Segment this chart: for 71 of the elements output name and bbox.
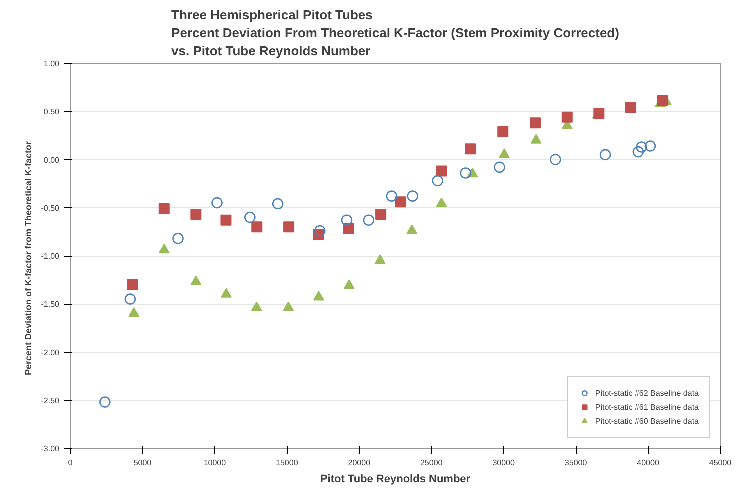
point [172,233,184,244]
point [190,276,202,286]
x-tick-label: 35000 [564,458,588,468]
y-tick-label: -0.50 [41,204,60,213]
y-tick-label: -1.00 [41,252,60,261]
point [530,118,542,129]
point [530,134,542,144]
x-tick-label: 0 [68,458,74,468]
point [436,198,448,208]
point [374,254,386,264]
x-tick-label: 25000 [420,458,444,468]
point [128,307,140,318]
y-axis-title: Percent Deviation of K-factor from Theoretical K-factor [23,140,34,376]
point [498,126,509,138]
point [632,146,644,158]
point [406,224,418,234]
point [465,144,476,155]
point [221,288,232,298]
point [562,112,573,123]
x-tick-label: 45000 [709,458,732,468]
point [386,190,398,202]
x-tick-label: 30000 [492,458,516,468]
legend-label: Pitot-static #60 Baseline data [595,416,699,426]
point [124,294,136,305]
legend-label: Pitot-static #61 Baseline data [595,402,699,412]
point [252,222,263,233]
point [158,244,170,254]
point [127,279,138,290]
point [341,214,353,226]
point [314,225,326,237]
point [499,148,510,158]
point [220,214,232,226]
x-tick-label: 10000 [204,458,227,468]
x-tick-label: 20000 [348,458,372,468]
y-tick-label: 1.00 [44,60,60,68]
y-tick-label: 0.50 [44,108,60,117]
point [407,190,418,202]
point [343,224,354,235]
y-tick-label: 0.00 [44,156,60,165]
point [436,166,448,177]
point [313,291,324,301]
point [363,214,375,226]
point [344,280,355,290]
point [395,196,406,208]
chart-title: Three Hemispherical Pitot Tubes Percent Deviation From Theoretical K-Factor (Stem Proximity Corrected) vs. Pitot Tube Reynolds Number [172,8,620,58]
point [158,203,170,214]
point [600,149,612,161]
point [494,162,506,174]
point [100,396,111,408]
point [376,209,387,220]
y-tick-label: -3.00 [41,444,60,454]
legend-label: Pitot-static #62 Baseline data [595,388,699,398]
point [212,197,223,209]
point [272,198,284,210]
point [190,209,202,220]
point [550,154,562,166]
x-tick-label: 15000 [276,458,299,468]
y-tick-label: -1.50 [41,300,60,310]
point [251,302,262,312]
y-tick-label: -2.50 [41,396,60,406]
point [244,212,256,224]
x-tick-label: 5000 [134,458,152,468]
point [636,142,648,153]
point [644,140,656,152]
point [283,302,294,312]
point [432,175,444,187]
x-axis-title: Pitot Tube Reynolds Number [320,474,472,486]
point [284,222,295,233]
y-tick-label: -2.00 [41,348,60,358]
x-tick-label: 40000 [637,458,660,468]
point [460,168,472,179]
